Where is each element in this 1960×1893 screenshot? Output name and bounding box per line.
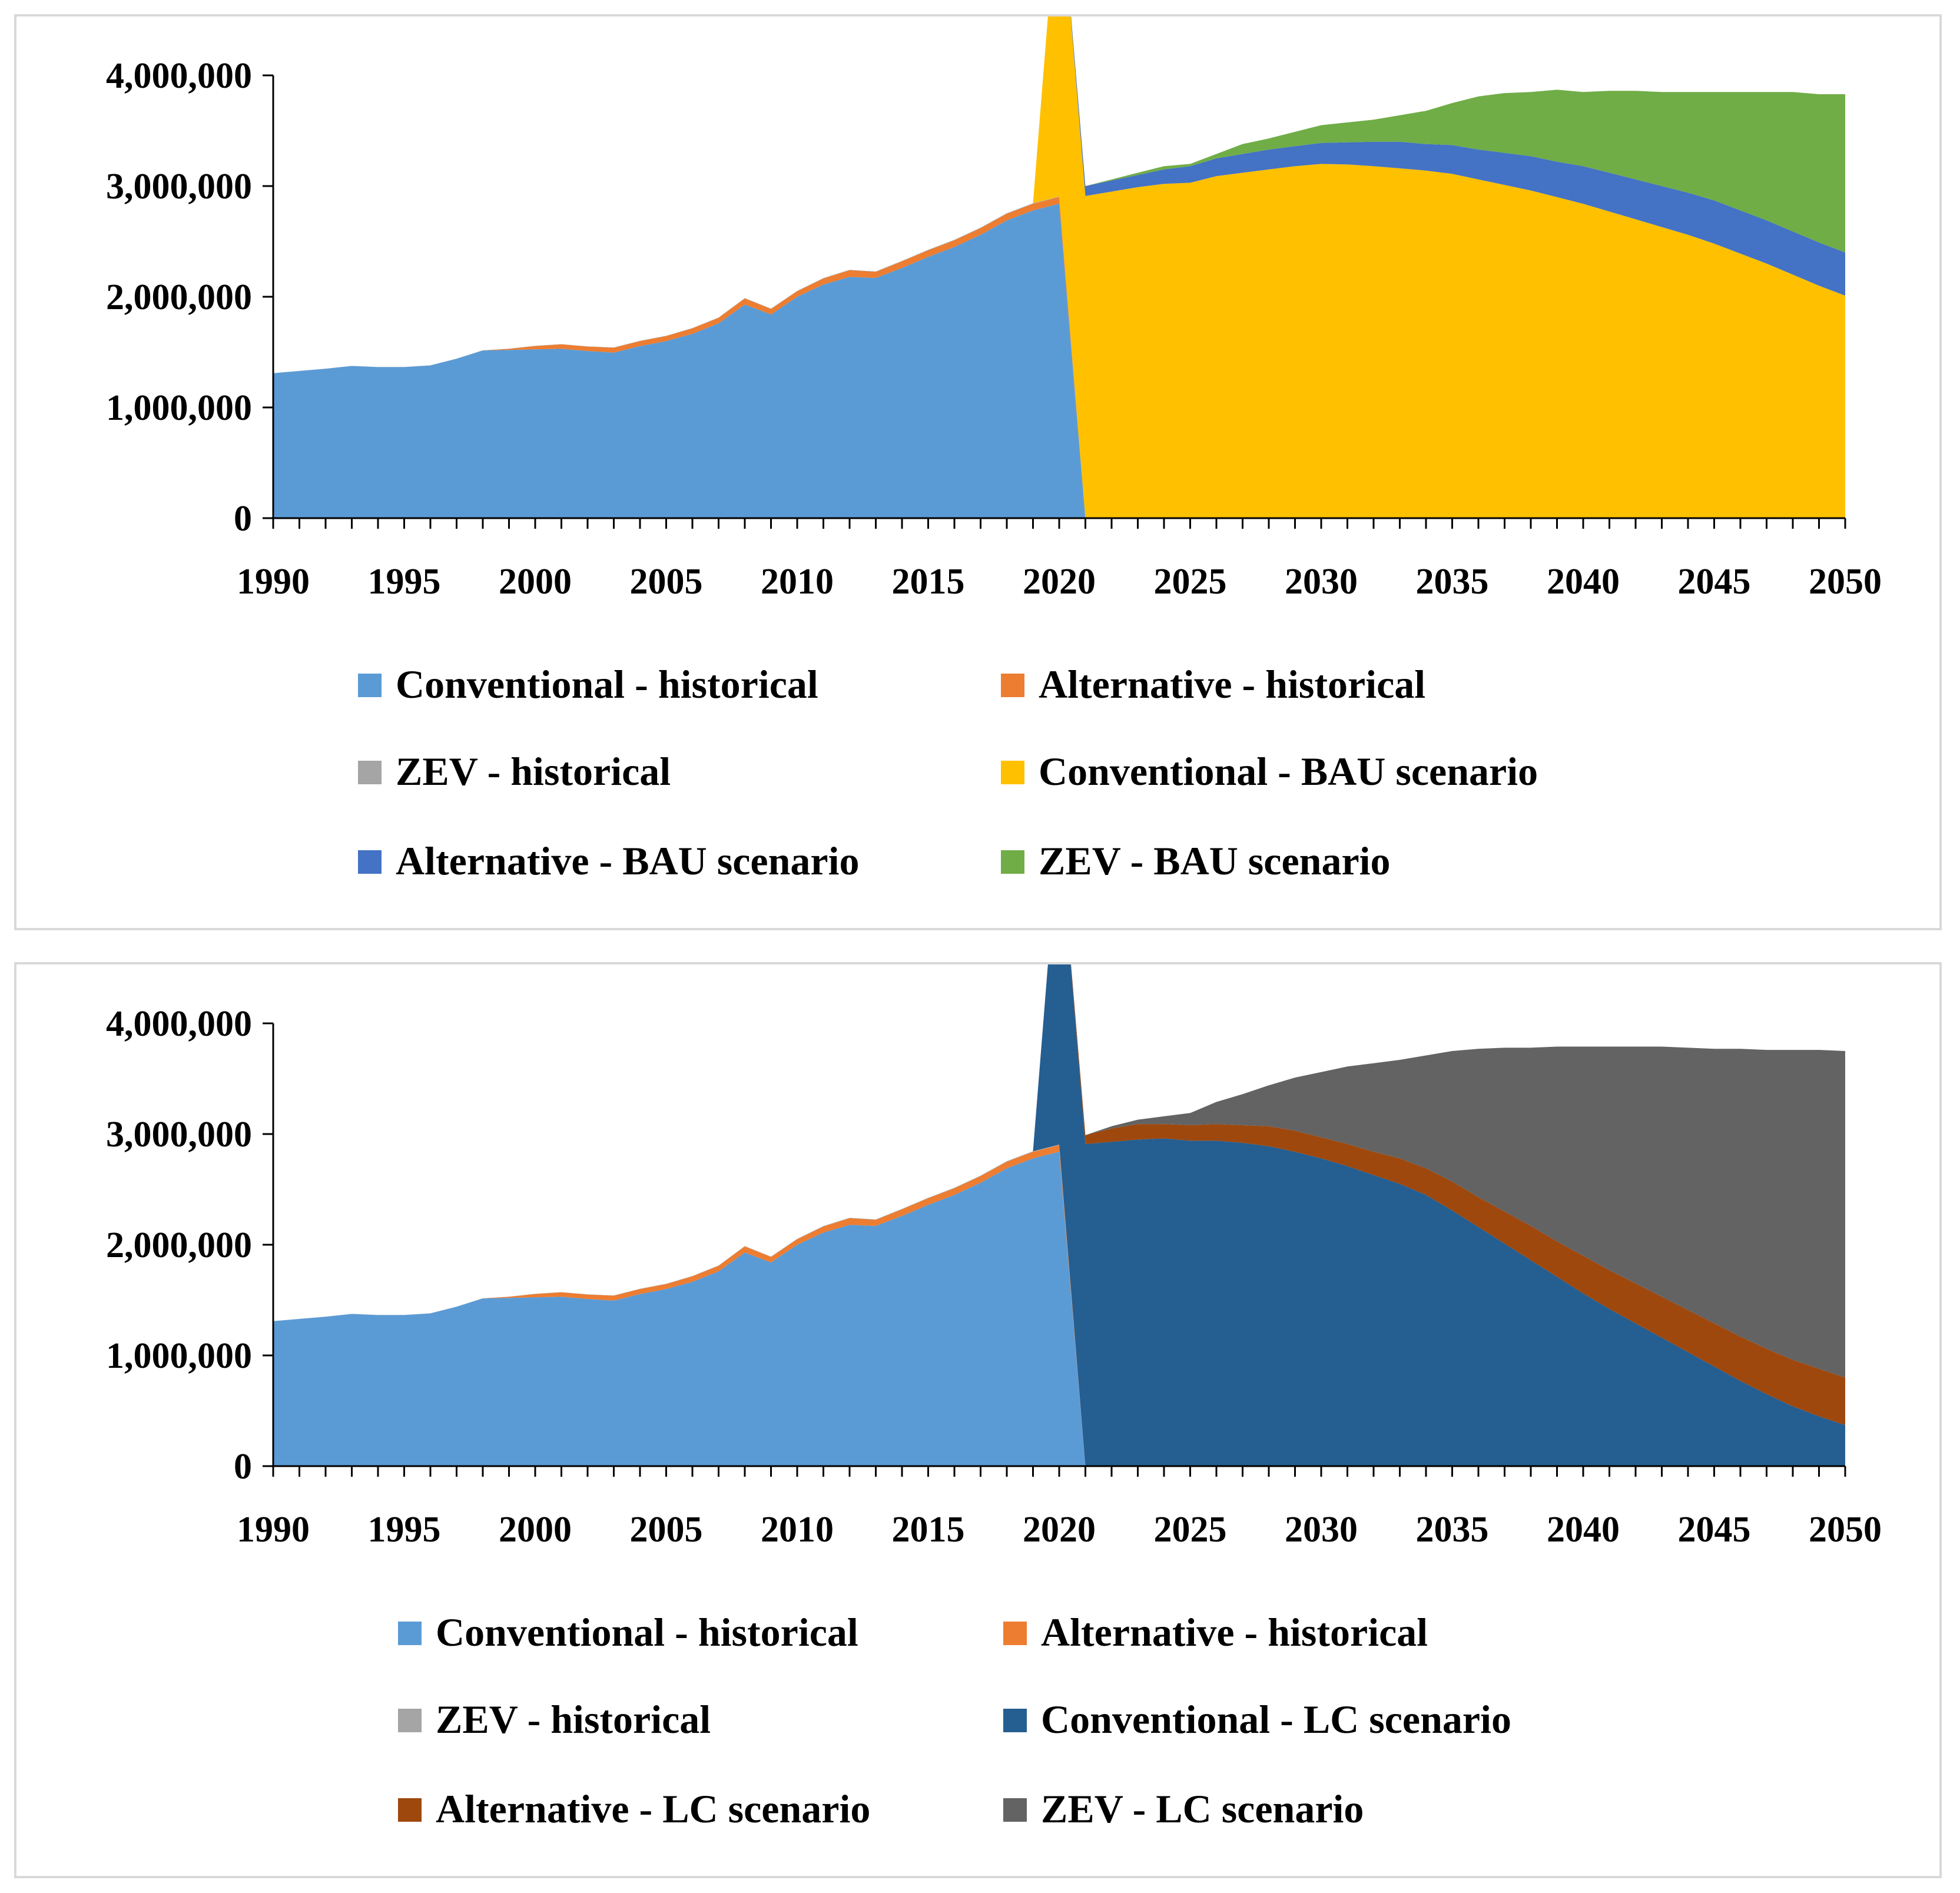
legend-label: Conventional - LC scenario bbox=[1041, 1697, 1511, 1742]
x-tick-label: 2025 bbox=[1154, 1510, 1227, 1550]
legend-swatch bbox=[358, 761, 382, 784]
y-tick-label: 4,000,000 bbox=[106, 1004, 252, 1044]
x-tick-label: 1990 bbox=[237, 1510, 310, 1550]
legend-label: Conventional - historical bbox=[396, 662, 818, 707]
x-tick-label: 2045 bbox=[1678, 562, 1751, 602]
legend-swatch bbox=[398, 1709, 422, 1732]
legend-label: ZEV - BAU scenario bbox=[1039, 838, 1391, 883]
x-tick-label: 2050 bbox=[1809, 562, 1882, 602]
x-tick-label: 2005 bbox=[630, 1510, 703, 1550]
y-tick-label: 4,000,000 bbox=[106, 56, 252, 96]
legend-label: ZEV - historical bbox=[396, 749, 671, 794]
y-tick-label: 1,000,000 bbox=[106, 1336, 252, 1376]
x-tick-label: 2035 bbox=[1416, 562, 1489, 602]
area-series-group bbox=[273, 16, 1845, 519]
legend-label: Alternative - historical bbox=[1041, 1610, 1428, 1655]
legend-swatch bbox=[1001, 850, 1024, 874]
x-tick-label: 2045 bbox=[1678, 1510, 1751, 1550]
area-conventional-lc-scenario bbox=[273, 964, 1845, 1466]
chart-panel-bau: 0 1,000,000 2,000,000 3,000,000 4,000,000 199… bbox=[14, 14, 1942, 930]
x-tick-label: 2025 bbox=[1154, 562, 1227, 602]
bau-chart-svg: 0 1,000,000 2,000,000 3,000,000 4,000,000 199… bbox=[106, 16, 1882, 602]
legend-swatch bbox=[398, 1798, 422, 1822]
y-tick-label: 1,000,000 bbox=[106, 388, 252, 428]
x-tick-label: 2015 bbox=[892, 562, 965, 602]
x-tick-label: 2010 bbox=[761, 562, 834, 602]
legend-swatch bbox=[1003, 1709, 1027, 1732]
legend-swatch bbox=[1003, 1622, 1027, 1645]
legend-label: Conventional - BAU scenario bbox=[1039, 749, 1538, 794]
x-tick-label: 2040 bbox=[1547, 1510, 1620, 1550]
legend-swatch bbox=[398, 1622, 422, 1645]
x-tick-label: 1990 bbox=[237, 562, 310, 602]
legend-swatch bbox=[1003, 1798, 1027, 1822]
x-tick-label: 2015 bbox=[892, 1510, 965, 1550]
x-tick-label: 2000 bbox=[499, 562, 572, 602]
x-tick-label: 1995 bbox=[368, 562, 441, 602]
area-series-group bbox=[273, 964, 1845, 1466]
x-tick-label: 2000 bbox=[499, 1510, 572, 1550]
legend-swatch bbox=[358, 674, 382, 697]
y-tick-label: 3,000,000 bbox=[106, 1115, 252, 1155]
area-conventional-bau-scenario bbox=[273, 16, 1845, 518]
legend-label: Alternative - historical bbox=[1039, 662, 1426, 707]
y-tick-label: 0 bbox=[234, 499, 252, 539]
x-tick-label: 2010 bbox=[761, 1510, 834, 1550]
x-tick-label: 2030 bbox=[1285, 562, 1358, 602]
legend-label: ZEV - LC scenario bbox=[1041, 1786, 1364, 1831]
y-tick-label: 2,000,000 bbox=[106, 277, 252, 317]
chart-panel-lc: 0 1,000,000 2,000,000 3,000,000 4,000,000 199… bbox=[14, 962, 1942, 1878]
legend-swatch bbox=[1001, 761, 1024, 784]
legend-label: ZEV - historical bbox=[436, 1697, 711, 1742]
x-tick-label: 2050 bbox=[1809, 1510, 1882, 1550]
legend-swatch bbox=[358, 850, 382, 874]
y-tick-label: 0 bbox=[234, 1447, 252, 1487]
lc-chart-svg: 0 1,000,000 2,000,000 3,000,000 4,000,000 199… bbox=[106, 964, 1882, 1550]
x-tick-label: 2030 bbox=[1285, 1510, 1358, 1550]
y-tick-label: 2,000,000 bbox=[106, 1225, 252, 1265]
area-zev-bau-scenario bbox=[273, 16, 1845, 373]
area-conventional-historical bbox=[273, 1152, 1845, 1466]
x-tick-label: 2020 bbox=[1023, 562, 1096, 602]
legend-swatch bbox=[1001, 674, 1024, 697]
legend-label: Alternative - LC scenario bbox=[436, 1786, 871, 1831]
area-zev-lc-scenario bbox=[273, 964, 1845, 1378]
x-tick-label: 2005 bbox=[630, 562, 703, 602]
legend-label: Conventional - historical bbox=[436, 1610, 858, 1655]
area-conventional-historical bbox=[273, 204, 1845, 519]
x-tick-label: 2020 bbox=[1023, 1510, 1096, 1550]
x-tick-label: 1995 bbox=[368, 1510, 441, 1550]
legend-label: Alternative - BAU scenario bbox=[396, 838, 860, 883]
y-tick-label: 3,000,000 bbox=[106, 167, 252, 207]
x-tick-label: 2035 bbox=[1416, 1510, 1489, 1550]
x-tick-label: 2040 bbox=[1547, 562, 1620, 602]
